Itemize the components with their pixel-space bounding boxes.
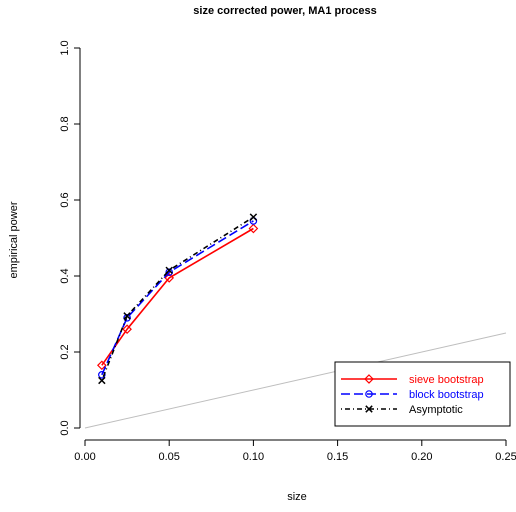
- y-tick-label: 0.2: [59, 344, 71, 359]
- x-tick-label: 0.05: [158, 451, 179, 463]
- legend-label-block-bootstrap: block bootstrap: [409, 389, 484, 401]
- data-point-asymptotic: [249, 213, 258, 221]
- x-tick-label: 0.20: [411, 451, 432, 463]
- y-tick-label: 0.8: [59, 116, 71, 131]
- legend-marker-asymptotic: [365, 405, 373, 413]
- data-point-sieve-bootstrap: [248, 223, 259, 234]
- marker-stroke: [123, 312, 131, 320]
- legend-label-asymptotic: Asymptotic: [409, 404, 463, 416]
- data-point-asymptotic: [123, 312, 131, 320]
- data-point-asymptotic: [165, 266, 173, 275]
- marker-stroke: [165, 266, 173, 275]
- reference-diagonal-line: [84, 332, 507, 429]
- legend-marker-block-bootstrap: [365, 390, 373, 398]
- legend-box: [334, 361, 511, 427]
- data-point-sieve-bootstrap: [164, 273, 175, 283]
- y-tick-label: 1.0: [59, 40, 71, 55]
- data-point-asymptotic: [98, 376, 106, 385]
- x-tick-label: 0.15: [327, 451, 348, 463]
- series-line-asymptotic: [101, 216, 254, 381]
- chart-title: size corrected power, MA1 process: [193, 5, 376, 17]
- data-point-sieve-bootstrap: [96, 360, 107, 371]
- legend-marker-sieve-bootstrap: [364, 374, 374, 384]
- data-point-block-bootstrap: [98, 370, 106, 379]
- x-tick-label: 0.25: [495, 451, 516, 463]
- x-axis-label: size: [287, 491, 307, 503]
- data-point-sieve-bootstrap: [122, 324, 132, 335]
- marker-stroke: [249, 213, 258, 221]
- y-tick-label: 0.0: [59, 420, 71, 435]
- series-line-block-bootstrap: [101, 220, 254, 376]
- data-point-block-bootstrap: [165, 268, 174, 277]
- data-point-block-bootstrap: [123, 313, 131, 322]
- y-tick-label: 0.4: [59, 268, 71, 283]
- marker-stroke: [365, 405, 373, 413]
- series-line-sieve-bootstrap: [101, 227, 254, 366]
- y-axis-label: empirical power: [8, 201, 20, 278]
- y-tick-label: 0.6: [59, 192, 71, 207]
- legend-label-sieve-bootstrap: sieve bootstrap: [409, 374, 484, 386]
- x-tick-label: 0.10: [243, 451, 264, 463]
- x-tick-label: 0.00: [74, 451, 95, 463]
- marker-stroke: [98, 376, 106, 385]
